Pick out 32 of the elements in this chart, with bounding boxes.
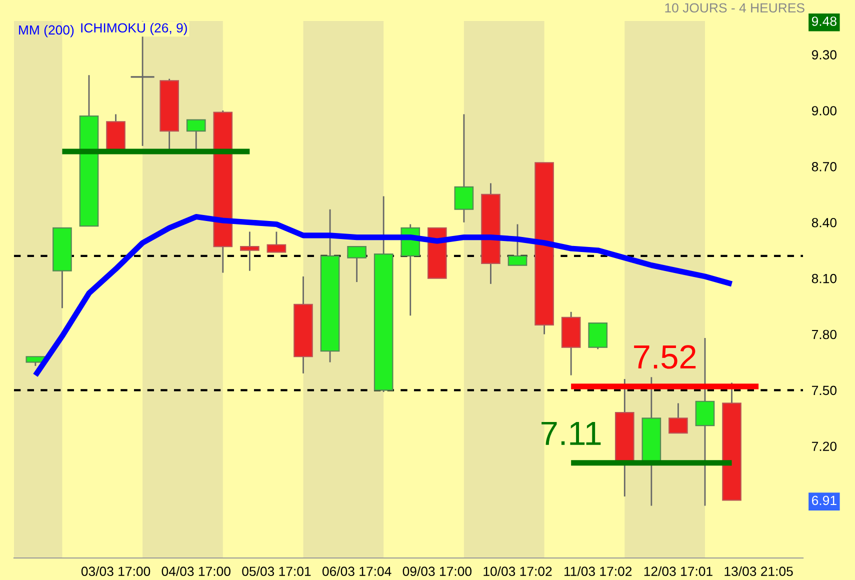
x-tick-label: 06/03 17:04: [322, 566, 392, 576]
y-tick-label: 7.20: [812, 442, 836, 452]
candlestick: [240, 231, 260, 272]
annotation: ICHIMOKU (26, 9): [81, 22, 187, 36]
chart-subtitle: 10 JOURS - 4 HEURES: [665, 3, 804, 13]
y-tick-label: 8.10: [812, 274, 836, 284]
candlestick: [347, 246, 366, 283]
x-tick-label: 04/03 17:00: [162, 566, 230, 576]
candlestick: [508, 224, 528, 266]
candlestick: [454, 114, 474, 224]
x-tick-label: 12/03 17:01: [644, 566, 712, 576]
x-tick-label: 13/03 21:05: [724, 566, 793, 576]
y-tick-label: 9.48: [812, 16, 836, 26]
y-tick-label: 7.80: [812, 330, 836, 340]
y-tick-label: 9.30: [812, 50, 836, 60]
x-tick-label: 03/03 17:00: [81, 566, 150, 576]
x-tick-label: 10/03 17:02: [484, 566, 552, 576]
y-tick-label: 8.70: [812, 162, 836, 172]
x-tick-label: 05/03 17:01: [242, 566, 311, 576]
candlestick: [668, 402, 688, 434]
y-tick-label: 8.40: [812, 218, 836, 228]
candlestick: [186, 119, 206, 150]
x-tick-label: 11/03 17:02: [564, 566, 632, 576]
y-tick-label: 9.00: [812, 106, 836, 116]
y-tick-label: 6.91: [812, 496, 836, 506]
text: MM (200): [19, 24, 74, 38]
annotation: 7.11: [542, 422, 601, 445]
y-tick-label: 7.50: [812, 386, 836, 396]
candlestick: [26, 356, 46, 367]
x-tick-label: 09/03 17:00: [402, 566, 472, 576]
candlestick: [266, 231, 286, 253]
annotation: 7.52: [634, 345, 696, 369]
